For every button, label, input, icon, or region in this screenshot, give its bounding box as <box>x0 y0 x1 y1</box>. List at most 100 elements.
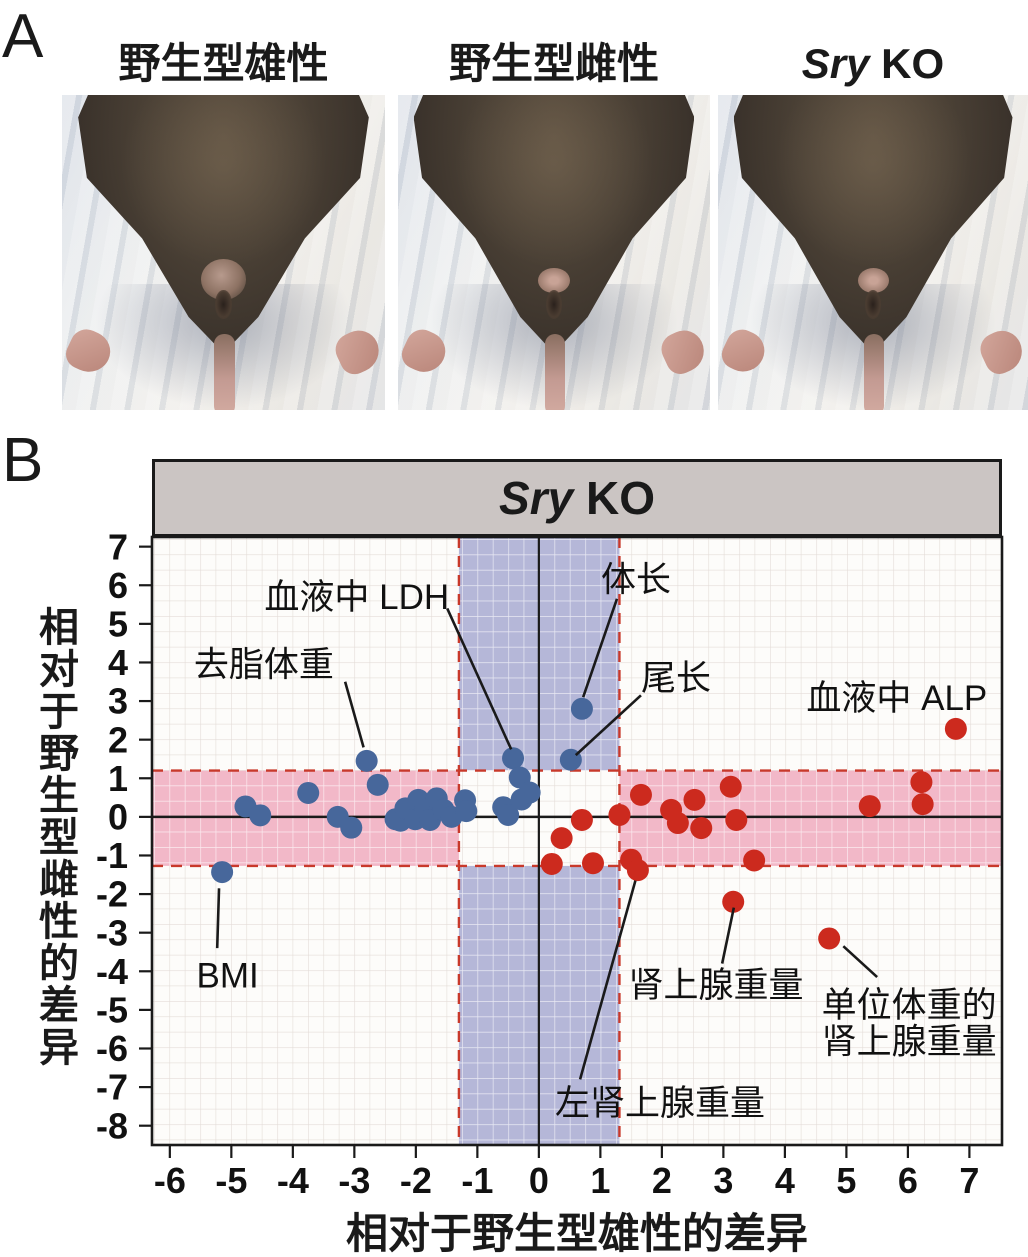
mouse-tail <box>863 334 884 410</box>
x-tick-label: 0 <box>529 1160 549 1201</box>
x-tick-label: -4 <box>277 1160 309 1201</box>
y-tick-label: -4 <box>96 951 128 992</box>
annotation-label-1: 去脂体重 <box>194 646 334 685</box>
annotation-line-0 <box>446 607 513 750</box>
photo-title-text: KO <box>869 40 945 87</box>
annotation-label-2: BMI <box>197 956 259 995</box>
photo-title-sry-ko: Sry KO <box>718 38 1028 90</box>
data-point <box>719 775 742 798</box>
series-wild-type-male-side-blue <box>211 697 593 884</box>
x-tick-label: 1 <box>590 1160 610 1201</box>
data-point <box>455 800 478 823</box>
data-point <box>497 803 520 826</box>
x-tick-label: 3 <box>713 1160 733 1201</box>
data-point <box>518 781 541 804</box>
y-tick-label: -1 <box>96 835 128 876</box>
x-tick-label: -3 <box>338 1160 370 1201</box>
annotation-label-8: 左肾上腺重量 <box>555 1084 765 1123</box>
y-tick-label: 2 <box>108 719 128 760</box>
data-point <box>944 717 967 740</box>
mouse-photo-wild-type-female <box>398 95 710 410</box>
data-point <box>743 849 766 872</box>
data-point <box>608 803 631 826</box>
annotation-line-1 <box>343 681 365 748</box>
y-tick-label: -8 <box>96 1105 128 1146</box>
panel-b-label: B <box>2 426 44 495</box>
y-tick-label: -6 <box>96 1028 128 1069</box>
data-point <box>297 781 320 804</box>
x-tick-label: -1 <box>461 1160 493 1201</box>
photo-title-wild-type-female: 野生型雌性 <box>398 38 710 90</box>
annotation-label-7: 单位体重的肾上腺重量 <box>822 986 997 1062</box>
photo-title-wild-type-male: 野生型雄性 <box>62 38 385 90</box>
facet-strip-title: Sry KO <box>152 459 1002 537</box>
data-point <box>858 795 881 818</box>
annotation-label-0: 血液中 LDH <box>264 578 449 617</box>
y-tick-label: 6 <box>108 565 128 606</box>
data-point <box>340 816 363 839</box>
data-point <box>550 827 573 850</box>
strip-title-text: KO <box>573 472 655 524</box>
data-point <box>366 773 389 796</box>
y-axis-title: 相对于野生型雌性的差异 <box>33 606 77 1068</box>
y-tick-label: -3 <box>96 912 128 953</box>
x-tick-label: -2 <box>400 1160 432 1201</box>
ko-genital-area <box>857 268 889 294</box>
data-point <box>666 812 689 835</box>
data-point <box>818 927 841 950</box>
mouse-tail <box>544 334 565 410</box>
x-tick-label: 2 <box>652 1160 672 1201</box>
x-tick-label: 7 <box>959 1160 979 1201</box>
female-genital-area <box>538 268 570 294</box>
y-tick-label: 1 <box>108 758 128 799</box>
data-point <box>626 859 649 882</box>
y-tick-label: 4 <box>108 642 128 683</box>
x-tick-label: -5 <box>215 1160 247 1201</box>
x-tick-label: 5 <box>836 1160 856 1201</box>
annotation-line-8 <box>578 880 637 1080</box>
x-tick-label: 6 <box>898 1160 918 1201</box>
data-point <box>581 852 604 875</box>
series-wild-type-female-side-red <box>540 717 967 950</box>
photo-title-text: 野生型雄性 <box>118 40 329 87</box>
mouse-tail <box>213 334 235 410</box>
mouse-fur-highlight <box>120 95 327 269</box>
anus-marking <box>215 290 232 319</box>
annotation-label-5: 血液中 ALP <box>806 679 987 718</box>
photo-title-text: 野生型雌性 <box>448 40 659 87</box>
photo-title-italic: Sry <box>801 40 870 87</box>
y-tick-label: -2 <box>96 874 128 915</box>
axis-ticks: -6 -5 -4 -3 -2 -1 0 1 2 3 4 5 6 776543210-1-2-3-4-5-6… <box>96 526 979 1201</box>
anus-marking <box>865 290 881 319</box>
data-point <box>540 852 563 875</box>
x-axis-title: 相对于野生型雄性的差异 <box>345 1210 808 1257</box>
data-point <box>249 804 272 827</box>
data-point <box>211 861 234 884</box>
mouse-photo-wild-type-male <box>62 95 385 410</box>
y-tick-label: -5 <box>96 989 128 1030</box>
anus-marking <box>546 290 562 319</box>
data-point <box>355 749 378 772</box>
data-point <box>911 793 934 816</box>
x-tick-label: -6 <box>154 1160 186 1201</box>
data-point <box>570 697 593 720</box>
data-point <box>910 771 933 794</box>
annotation-line-3 <box>581 598 619 698</box>
plot-border <box>150 535 1004 1147</box>
data-point <box>570 808 593 831</box>
strip-title-italic: Sry <box>499 472 574 524</box>
y-tick-label: -7 <box>96 1067 128 1108</box>
mouse-photo-sry-ko <box>718 95 1028 410</box>
mouse-fur-highlight <box>773 95 973 269</box>
x-tick-label: 4 <box>775 1160 795 1201</box>
annotation-line-2 <box>215 888 221 949</box>
mouse-fur-highlight <box>454 95 654 269</box>
y-tick-label: 3 <box>108 681 128 722</box>
data-point <box>725 808 748 831</box>
data-point <box>722 890 745 913</box>
y-tick-label: 0 <box>108 796 128 837</box>
annotation-line-7 <box>842 945 879 979</box>
